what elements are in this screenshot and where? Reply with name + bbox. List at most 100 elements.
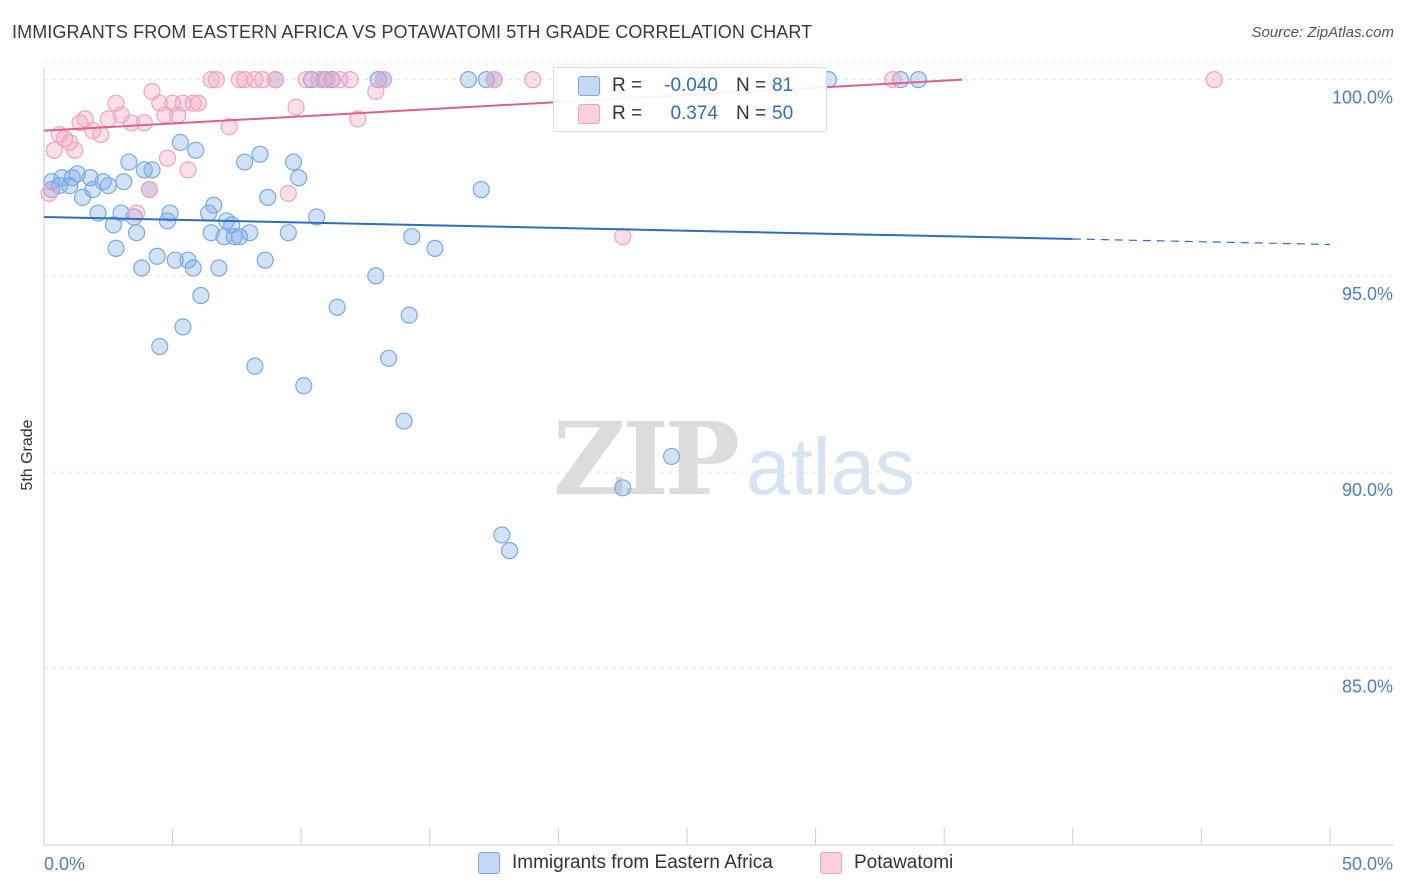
x-tick-label-max: 50.0% (1342, 854, 1393, 874)
potawatomi-point (179, 161, 197, 179)
potawatomi-point (254, 71, 272, 89)
eastern-africa-point (107, 239, 125, 257)
potawatomi-point (66, 141, 84, 159)
eastern-africa-point (614, 479, 632, 497)
eastern-africa-point (246, 357, 264, 375)
eastern-africa-point (166, 251, 184, 269)
potawatomi-point (91, 125, 110, 144)
potawatomi-point (266, 71, 285, 89)
legend-r-value: -0.040 (664, 75, 718, 96)
series-legend-eastern-africa: Immigrants from Eastern Africa (478, 852, 773, 874)
potawatomi-point (614, 228, 632, 246)
y-tick-label: 85.0% (1342, 676, 1393, 696)
series-legend-label: Immigrants from Eastern Africa (512, 852, 773, 873)
legend-n-label: N = (736, 103, 767, 124)
legend-swatch-eastern-africa (578, 76, 600, 96)
eastern-africa-point (205, 196, 223, 214)
legend-n-value: 81 (772, 75, 794, 96)
potawatomi-point (158, 149, 177, 167)
potawatomi-point (349, 110, 367, 128)
eastern-africa-point (500, 542, 519, 560)
eastern-africa-point (99, 177, 117, 195)
potawatomi-point (341, 71, 359, 89)
eastern-africa-point (328, 298, 346, 316)
potawatomi-point (524, 71, 542, 89)
legend-swatch-potawatomi (578, 104, 600, 124)
eastern-africa-point (230, 228, 249, 246)
eastern-africa-point (395, 412, 413, 430)
eastern-africa-point (187, 141, 205, 159)
eastern-africa-trendline (43, 216, 1073, 240)
eastern-africa-point (403, 228, 421, 246)
eastern-africa-point (161, 204, 179, 222)
potawatomi-point (1205, 71, 1223, 89)
watermark: ZIP atlas (553, 400, 915, 518)
chart-title: IMMIGRANTS FROM EASTERN AFRICA VS POTAWA… (12, 22, 813, 42)
potawatomi-point (279, 184, 297, 203)
eastern-africa-point (171, 133, 189, 152)
eastern-africa-point (202, 224, 220, 242)
potawatomi-point (140, 180, 159, 199)
series-legend: Immigrants from Eastern Africa Potawatom… (0, 852, 1406, 876)
eastern-africa-point (380, 349, 398, 367)
watermark-atlas: atlas (745, 422, 915, 511)
legend-r-label: R = (612, 103, 643, 124)
watermark-zip: ZIP (553, 400, 740, 518)
potawatomi-point (40, 184, 58, 203)
potawatomi-point (202, 71, 220, 89)
correlation-legend: R = -0.040 N = 81 R = 0.374 N = 50 (553, 67, 827, 132)
potawatomi-point (127, 204, 146, 222)
eastern-africa-point (151, 337, 169, 356)
eastern-africa-point (295, 377, 313, 395)
x-tick-label-min: 0.0% (44, 854, 85, 874)
potawatomi-point (220, 118, 238, 136)
eastern-africa-point (143, 161, 161, 179)
eastern-africa-point (259, 188, 277, 206)
eastern-africa-point (459, 71, 477, 89)
series-legend-potawatomi: Potawatomi (820, 852, 953, 874)
potawatomi-point (189, 94, 207, 112)
series-legend-swatch-potawatomi (820, 852, 842, 874)
eastern-africa-point (909, 71, 928, 89)
legend-n-value: 50 (772, 103, 794, 124)
eastern-africa-point (662, 447, 681, 466)
eastern-africa-point (251, 145, 269, 163)
eastern-africa-point (400, 306, 418, 324)
legend-n-label: N = (736, 75, 767, 96)
eastern-africa-point (279, 224, 297, 242)
eastern-africa-point (192, 286, 210, 305)
chart-source: Source: ZipAtlas.com (1251, 24, 1394, 41)
eastern-africa-point (184, 259, 202, 277)
potawatomi-point (45, 141, 63, 159)
eastern-africa-point (472, 180, 490, 199)
eastern-africa-trendline-extension (1072, 238, 1331, 246)
series-legend-swatch-eastern-africa (478, 852, 500, 874)
series-legend-label: Potawatomi (854, 852, 954, 873)
eastern-africa-point (148, 247, 166, 265)
eastern-africa-point (241, 224, 259, 242)
potawatomi-point (207, 71, 225, 89)
eastern-africa-point (256, 251, 274, 269)
potawatomi-point (135, 114, 153, 132)
potawatomi-point (297, 71, 315, 89)
eastern-africa-point (115, 173, 133, 191)
y-tick-label: 100.0% (1332, 88, 1393, 108)
y-tick-label: 90.0% (1342, 480, 1393, 500)
eastern-africa-point (426, 239, 444, 257)
potawatomi-point (287, 98, 305, 116)
eastern-africa-point (236, 153, 254, 171)
potawatomi-point (374, 71, 393, 89)
y-axis-label: 5th Grade (19, 419, 36, 491)
eastern-africa-point (133, 259, 151, 277)
legend-r-label: R = (612, 75, 643, 96)
potawatomi-point (884, 71, 902, 89)
eastern-africa-point (68, 165, 87, 183)
eastern-africa-point (120, 153, 138, 171)
potawatomi-point (318, 71, 336, 89)
eastern-africa-point (284, 153, 303, 171)
eastern-africa-point (493, 526, 511, 544)
potawatomi-point (84, 122, 102, 140)
eastern-africa-point (367, 267, 385, 285)
eastern-africa-point (127, 224, 146, 242)
